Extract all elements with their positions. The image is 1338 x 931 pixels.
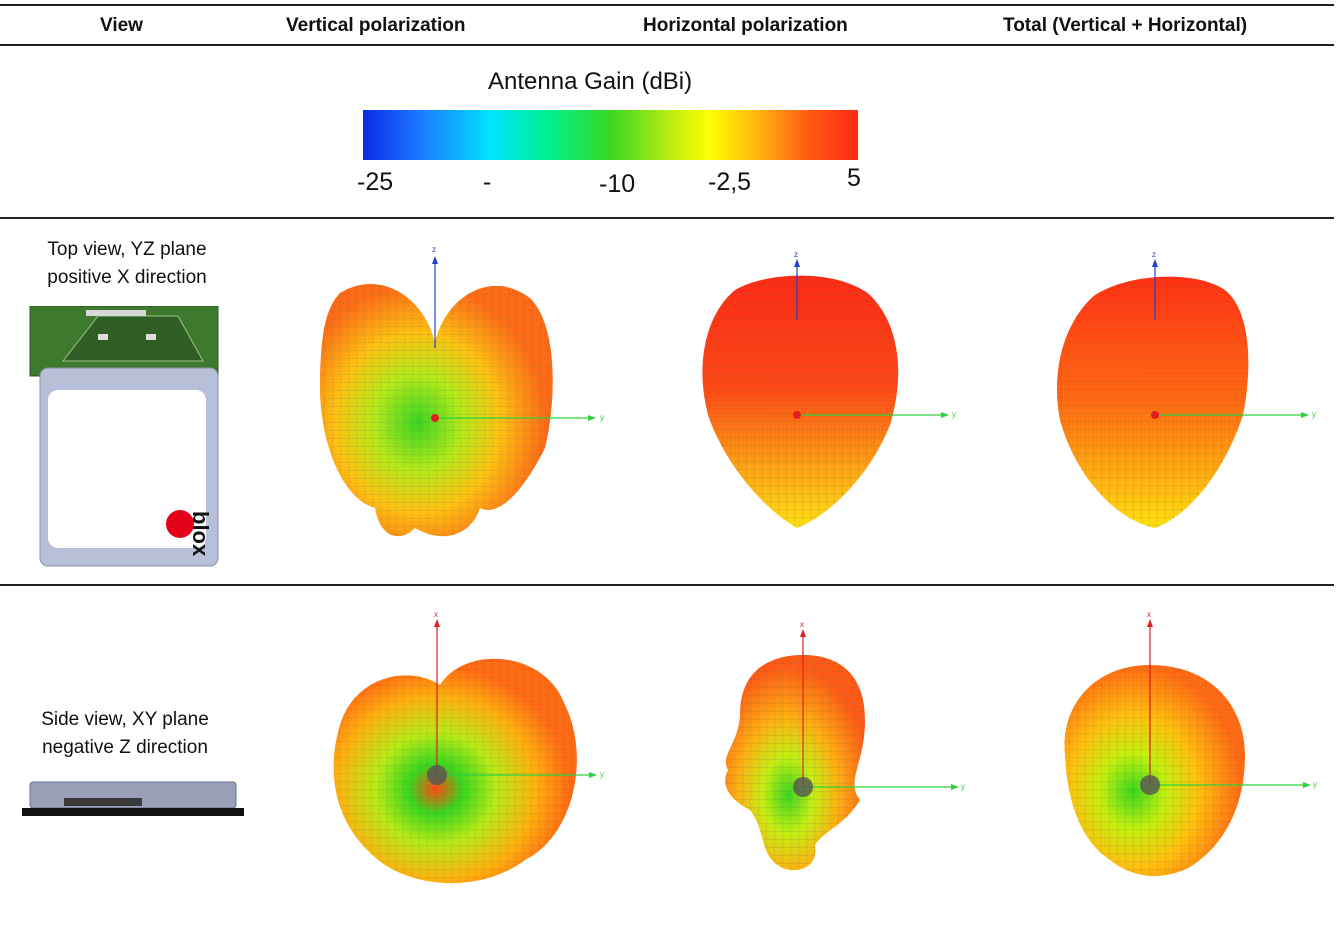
row-label-side-line2: negative Z direction [42,737,208,758]
gain-colorbar [363,110,858,160]
axis-y-label: y [1313,780,1317,789]
pattern-top-total: z y [1056,250,1316,528]
row-label-side-view: Side view, XY plane negative Z direction [20,706,230,762]
axis-y-label: y [1312,410,1316,419]
axis-y-label: y [952,410,956,419]
pattern-side-total: x y [1064,610,1317,877]
row-label-side-line1: Side view, XY plane [41,709,209,730]
legend-tick-min: -25 [357,168,394,196]
legend-tick-max: 5 [847,164,861,192]
table-header: View Vertical polarization Horizontal po… [0,0,1338,48]
row-divider-rule [0,584,1334,586]
header-rule [0,44,1334,46]
axis-y-label: y [600,770,604,779]
header-total-polarization: Total (Vertical + Horizontal) [1003,15,1248,36]
module-side-view-image [22,781,244,816]
legend-tick-dash: - [483,168,492,196]
header-view: View [100,15,143,36]
pattern-side-horizontal: x y [725,620,965,871]
axis-y-label: y [961,782,965,791]
header-vertical-polarization: Vertical polarization [286,15,466,36]
table-top-rule [0,4,1334,6]
axis-z-label: z [1152,250,1156,259]
axis-z-label: z [794,250,798,259]
legend-row-rule [0,217,1334,219]
row-label-top-line1: Top view, YZ plane [47,239,207,260]
axis-z-label: z [432,245,436,254]
header-horizontal-polarization: Horizontal polarization [643,15,848,36]
pattern-side-vertical: x y [333,610,604,884]
legend-tick-minus10: -10 [599,170,636,198]
axis-y-label: y [600,413,604,422]
row-label-top-line2: positive X direction [47,267,207,288]
axis-x-label: x [800,620,804,629]
axis-x-label: x [434,610,438,619]
axis-x-label: x [1147,610,1151,619]
module-top-view-image: blox [29,306,219,567]
legend-title: Antenna Gain (dBi) [488,68,693,95]
legend-tick-minus2-5: -2,5 [708,168,752,196]
pattern-top-horizontal: z y [702,250,956,528]
row-label-top-view: Top view, YZ plane positive X direction [22,236,232,292]
pattern-top-vertical: z y [320,245,604,537]
module-brand-text: blox [188,511,213,557]
